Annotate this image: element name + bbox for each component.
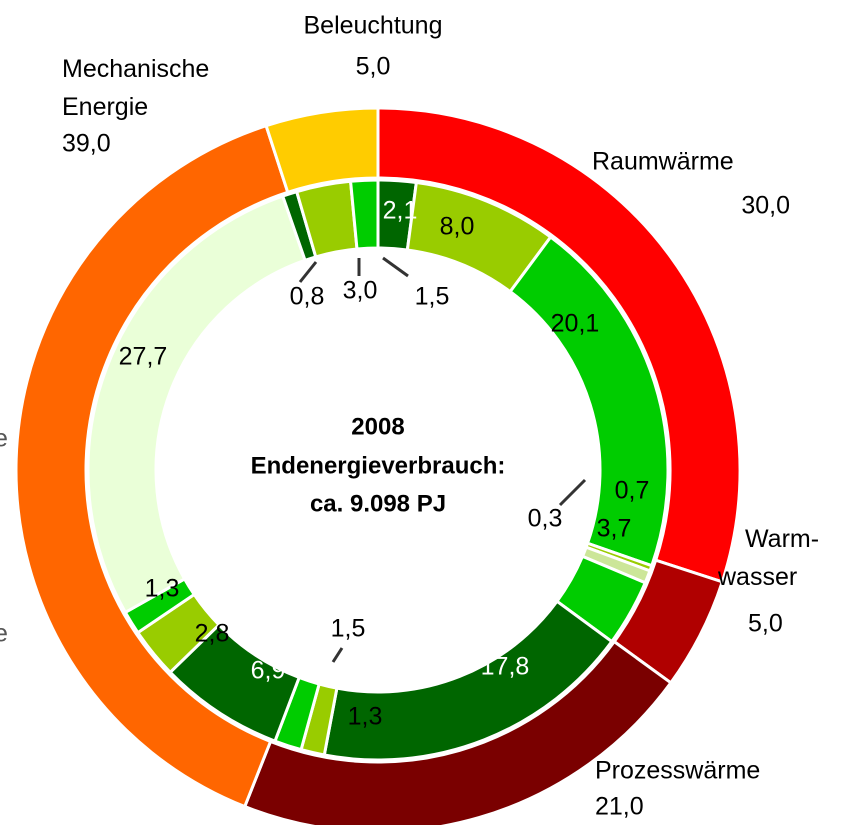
value-label: 0,8 (290, 283, 325, 311)
value-label: 0,3 (528, 505, 563, 533)
value-label: 1,5 (415, 283, 450, 311)
category-label: Beleuchtung (303, 12, 442, 40)
value-label: 1,5 (331, 615, 366, 643)
center-text: ca. 9.098 PJ (310, 490, 446, 517)
value-label: 2,1 (383, 197, 418, 225)
cut-label: e (0, 425, 8, 453)
center-text: Endenergieverbrauch: (251, 452, 506, 479)
value-label: 20,1 (551, 310, 600, 338)
value-label: 6,9 (251, 657, 286, 685)
value-label: 30,0 (741, 192, 790, 220)
category-label: Raumwärme (592, 148, 734, 176)
value-label: 1,3 (348, 703, 383, 731)
value-label: 5,0 (748, 610, 783, 638)
value-label: 3,7 (597, 515, 632, 543)
value-label: 2,8 (195, 620, 230, 648)
category-label: Warm-wasser (717, 525, 819, 591)
category-label: Mechanische Energie (62, 55, 209, 121)
leader-line (382, 256, 409, 278)
outer-segment (376, 106, 742, 584)
outer-segment (264, 106, 380, 195)
value-label: 5,0 (356, 53, 391, 81)
leader-line (558, 478, 587, 507)
value-label: 0,7 (615, 477, 650, 505)
category-label: Prozesswärme (595, 757, 760, 785)
leader-line (298, 261, 318, 283)
value-label: 3,0 (343, 277, 378, 305)
value-label: 27,7 (119, 343, 168, 371)
center-text: 2008 (351, 413, 404, 440)
value-label: 1,3 (145, 575, 180, 603)
leader-line (331, 647, 344, 663)
value-label: 17,8 (481, 653, 530, 681)
inner-segment (348, 178, 380, 251)
value-label: 39,0 (62, 130, 111, 158)
cut-label: e (0, 620, 8, 648)
value-label: 21,0 (595, 793, 644, 821)
outer-segment (14, 123, 290, 809)
value-label: 8,0 (440, 213, 475, 241)
